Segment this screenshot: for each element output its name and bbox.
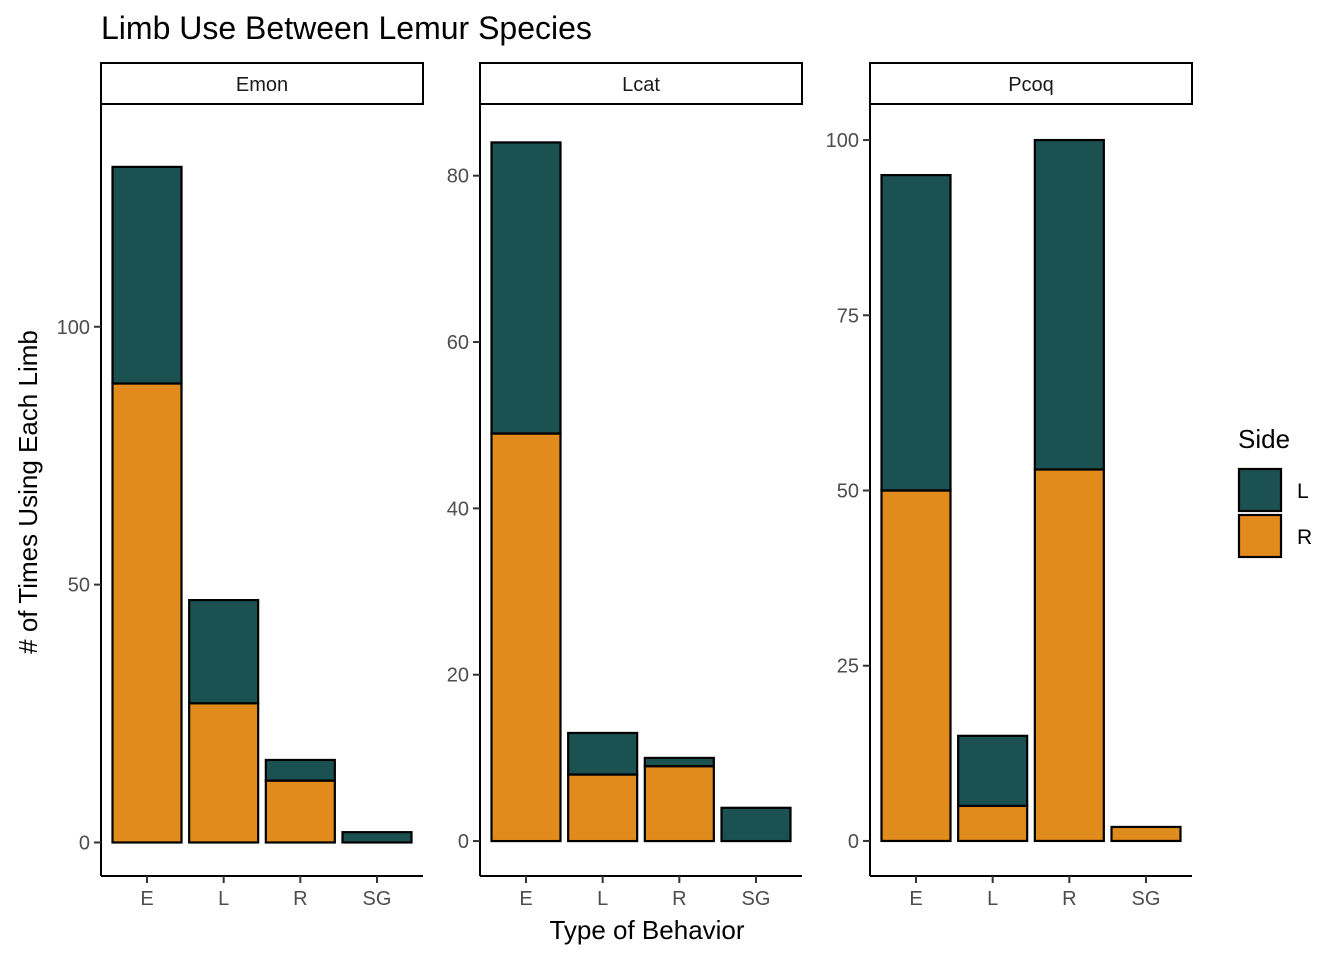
- legend-key-r: [1237, 513, 1283, 559]
- panel-lcat: Lcat 0 20 40 60 80 E L R SG: [447, 62, 803, 910]
- legend: Side LR: [1237, 424, 1312, 559]
- strip-box: [869, 62, 1193, 105]
- bar-lcat-e-r: [490, 432, 562, 843]
- legend-label-r: R: [1297, 526, 1312, 549]
- legend-title: Side: [1238, 424, 1290, 454]
- bar-pcoq-r-r: [1033, 468, 1105, 843]
- y-tick-label: 0: [848, 831, 859, 853]
- bar-pcoq-e-r: [880, 489, 952, 843]
- bar-emon-l-l: [188, 598, 260, 705]
- chart-title: Limb Use Between Lemur Species: [101, 10, 592, 46]
- x-tick-label: E: [140, 888, 153, 910]
- bar-pcoq-sg-r: [1110, 825, 1182, 843]
- x-tick-label: R: [293, 888, 307, 910]
- x-tick-label: SG: [363, 888, 392, 910]
- bar-pcoq-r-l: [1033, 138, 1105, 471]
- bar-emon-r-l: [264, 758, 336, 782]
- panel-pcoq: Pcoq 0 25 50 75 100 E L R SG: [826, 62, 1193, 910]
- bar-pcoq-e-l: [880, 173, 952, 492]
- bar-emon-r-r: [264, 779, 336, 844]
- x-tick-label: SG: [1132, 888, 1161, 910]
- panel-emon: Emon 0 50 100 E L R SG: [57, 62, 424, 910]
- bar-lcat-e-l: [490, 141, 562, 435]
- y-tick-label: 80: [447, 166, 469, 188]
- strip-box: [100, 62, 424, 105]
- bar-emon-l-r: [188, 702, 260, 844]
- y-tick-label: 20: [447, 665, 469, 687]
- y-tick-label: 50: [68, 575, 90, 597]
- bar-lcat-r-l: [643, 756, 715, 768]
- strip-label-lcat: Lcat: [622, 74, 660, 96]
- x-axis-title: Type of Behavior: [549, 915, 744, 945]
- bar-pcoq-l-r: [957, 804, 1029, 843]
- bar-pcoq-l-l: [957, 734, 1029, 808]
- strip-label-emon: Emon: [236, 74, 288, 96]
- strip-box: [479, 62, 803, 105]
- x-tick-label: E: [909, 888, 922, 910]
- x-tick-label: R: [672, 888, 686, 910]
- y-tick-label: 40: [447, 498, 469, 520]
- y-tick-label: 100: [57, 317, 90, 339]
- legend-key-l: [1237, 467, 1283, 513]
- y-tick-label: 60: [447, 332, 469, 354]
- bar-lcat-r-r: [643, 765, 715, 843]
- y-tick-label: 100: [826, 130, 859, 152]
- legend-label-l: L: [1297, 480, 1309, 503]
- x-tick-label: L: [987, 888, 998, 910]
- bar-lcat-l-l: [567, 731, 639, 776]
- strip-label-pcoq: Pcoq: [1008, 74, 1054, 96]
- facet-panels: Emon 0 50 100 E L R SG Lcat 0 20 40 60 80 E L R SG Pcoq 0 25…: [57, 62, 1193, 910]
- bar-lcat-sg-l: [720, 806, 792, 843]
- x-tick-label: E: [519, 888, 532, 910]
- y-tick-label: 25: [837, 656, 859, 678]
- x-tick-label: SG: [742, 888, 771, 910]
- x-tick-label: L: [218, 888, 229, 910]
- bar-emon-sg-l: [341, 831, 413, 844]
- bar-lcat-l-r: [567, 773, 639, 843]
- x-tick-label: R: [1062, 888, 1076, 910]
- bar-emon-e-r: [111, 382, 183, 844]
- bar-emon-e-l: [111, 165, 183, 385]
- x-tick-label: L: [597, 888, 608, 910]
- y-tick-label: 0: [79, 832, 90, 854]
- y-axis-title: # of Times Using Each Limb: [13, 330, 43, 654]
- y-tick-label: 75: [837, 305, 859, 327]
- y-tick-label: 0: [458, 831, 469, 853]
- y-tick-label: 50: [837, 481, 859, 503]
